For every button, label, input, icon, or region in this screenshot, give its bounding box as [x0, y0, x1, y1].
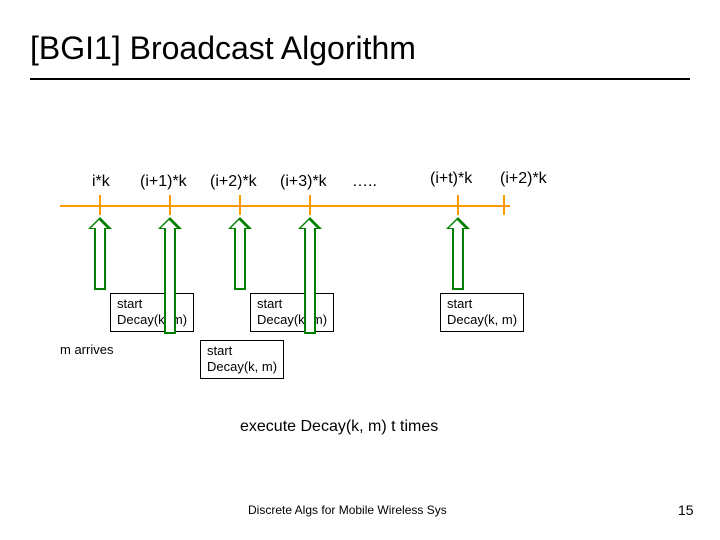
arrow-head-inner: [449, 220, 465, 228]
tick-label: (i+t)*k: [430, 170, 472, 188]
arrow-joint: [236, 228, 244, 230]
tick-label: (i+2)*k: [500, 170, 547, 188]
timeline-tick: [309, 195, 311, 215]
arrow-head-inner: [91, 220, 107, 228]
tick-label: …..: [352, 173, 377, 191]
arrow-head-inner: [161, 220, 177, 228]
arrow-label: startDecay(k, m): [200, 340, 284, 379]
caption-text: execute Decay(k, m) t times: [240, 418, 438, 436]
arrow-head-inner: [301, 220, 317, 228]
arrow-label: startDecay(k, m): [110, 293, 194, 332]
timeline-tick: [503, 195, 505, 215]
tick-label: i*k: [92, 173, 110, 191]
timeline-tick: [457, 195, 459, 215]
timeline-arrow: [94, 229, 106, 290]
arrow-label: startDecay(k, m): [440, 293, 524, 332]
timeline-axis: [60, 205, 510, 207]
timeline-arrow: [304, 229, 316, 334]
arrow-head-inner: [231, 220, 247, 228]
timeline-arrow: [452, 229, 464, 290]
tick-label: (i+3)*k: [280, 173, 327, 191]
arrow-joint: [166, 228, 174, 230]
timeline-tick: [239, 195, 241, 215]
timeline-tick: [99, 195, 101, 215]
arrow-label: m arrives: [60, 342, 113, 358]
title-underline: [30, 78, 690, 80]
arrow-joint: [306, 228, 314, 230]
arrow-label: startDecay(k, m): [250, 293, 334, 332]
tick-label: (i+1)*k: [140, 173, 187, 191]
timeline-tick: [169, 195, 171, 215]
arrow-joint: [454, 228, 462, 230]
page-number: 15: [678, 502, 694, 518]
timeline-arrow: [234, 229, 246, 290]
timeline-arrow: [164, 229, 176, 334]
slide-title: [BGI1] Broadcast Algorithm: [30, 30, 416, 67]
arrow-joint: [96, 228, 104, 230]
tick-label: (i+2)*k: [210, 173, 257, 191]
footer-text: Discrete Algs for Mobile Wireless Sys: [248, 503, 447, 517]
